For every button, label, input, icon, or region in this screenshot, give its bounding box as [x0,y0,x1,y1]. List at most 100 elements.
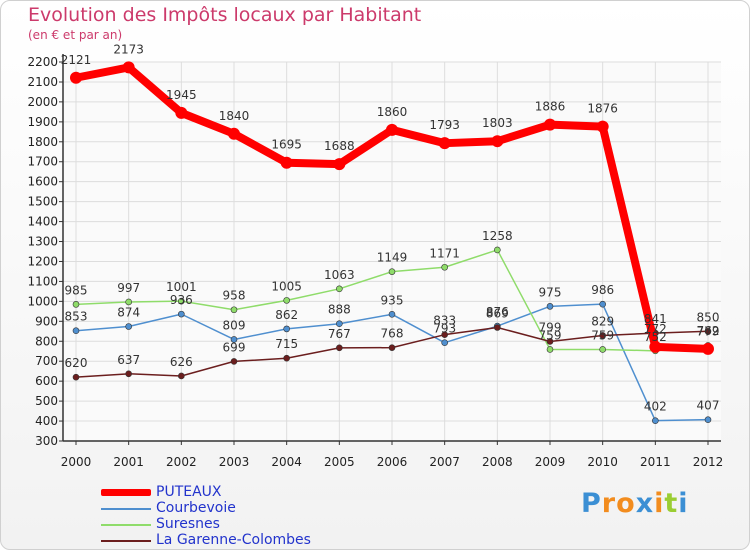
data-label-puteaux: 1793 [429,118,460,132]
data-point-la-garenne-colombes [388,344,396,351]
x-tick-label: 2008 [482,455,513,469]
data-label-suresnes: 1005 [271,279,302,293]
data-label-la-garenne-colombes: 715 [275,337,298,351]
data-label-courbevoie: 793 [433,322,456,336]
data-point-puteaux [702,342,714,355]
logo-letter: P [581,488,602,519]
x-tick-label: 2003 [219,455,250,469]
y-tick-label: 1500 [27,195,58,209]
data-point-suresnes [546,346,554,353]
data-label-suresnes: 1171 [429,246,460,260]
data-label-la-garenne-colombes: 869 [486,306,509,320]
data-label-suresnes: 958 [223,289,246,303]
legend-item-courbevoie: Courbevoie [101,500,401,517]
y-tick-label: 1800 [27,135,58,149]
data-label-puteaux: 1695 [271,138,302,152]
data-point-la-garenne-colombes [494,324,501,331]
data-point-courbevoie [546,303,554,310]
data-label-courbevoie: 407 [697,399,720,413]
data-point-suresnes [494,246,501,254]
data-label-suresnes: 752 [644,330,667,344]
data-point-puteaux [649,340,662,353]
data-label-la-garenne-colombes: 637 [117,353,140,367]
legend-swatch-puteaux [101,489,151,496]
data-label-puteaux: 762 [697,324,720,338]
data-label-suresnes: 1149 [377,251,408,265]
legend-item-suresnes: Suresnes [101,516,401,533]
x-tick-label: 2011 [640,455,671,469]
logo-letter: i [654,488,665,519]
y-tick-label: 1000 [27,294,58,308]
y-tick-label: 1400 [27,215,58,229]
data-label-courbevoie: 888 [328,303,351,317]
data-point-courbevoie [72,327,80,334]
data-label-la-garenne-colombes: 767 [328,327,351,341]
y-tick-label: 900 [35,314,58,328]
data-point-courbevoie [336,320,343,328]
data-label-courbevoie: 876 [486,305,509,319]
y-tick-label: 1100 [27,274,58,288]
data-label-suresnes: 759 [539,328,562,342]
data-point-puteaux [280,156,293,169]
data-label-puteaux: 1803 [482,116,513,130]
data-label-courbevoie: 936 [170,293,193,307]
data-label-courbevoie: 402 [644,400,667,414]
x-tick-label: 2004 [271,455,302,469]
data-label-suresnes: 759 [591,328,614,342]
data-label-puteaux: 772 [644,322,667,336]
data-point-courbevoie [178,310,185,318]
data-label-courbevoie: 874 [117,306,140,320]
data-point-puteaux [386,123,398,136]
data-label-courbevoie: 809 [223,318,246,332]
data-label-puteaux: 1886 [535,100,566,114]
logo-letter: o [616,488,636,519]
data-point-la-garenne-colombes [599,332,606,339]
x-tick-label: 2000 [61,455,92,469]
data-point-la-garenne-colombes [230,358,238,365]
data-label-courbevoie: 986 [591,283,614,297]
data-point-courbevoie [230,336,238,343]
data-point-la-garenne-colombes [125,370,132,378]
data-label-courbevoie: 862 [275,308,298,322]
proxiti-logo: Proxiti [581,488,689,519]
legend-swatch-la-garenne-colombes [101,540,151,542]
data-point-la-garenne-colombes [72,373,80,381]
data-point-puteaux [228,127,240,140]
data-point-puteaux [491,135,504,148]
data-label-la-garenne-colombes: 626 [170,355,193,369]
data-label-la-garenne-colombes: 799 [539,320,562,334]
data-point-suresnes [388,268,396,275]
logo-letter: x [635,488,655,519]
data-point-suresnes [441,263,448,271]
data-point-puteaux [544,118,556,131]
data-point-courbevoie [388,311,396,318]
data-point-courbevoie [599,300,606,308]
data-label-courbevoie: 935 [381,293,404,307]
y-tick-label: 2200 [27,55,58,69]
y-tick-label: 300 [35,434,58,448]
data-label-la-garenne-colombes: 833 [433,314,456,328]
data-label-suresnes: 997 [117,281,140,295]
data-label-puteaux: 1945 [166,88,197,102]
data-point-courbevoie [652,417,659,424]
x-tick-label: 2010 [587,455,618,469]
data-point-courbevoie [441,339,448,346]
data-point-suresnes [72,301,80,308]
data-point-puteaux [70,71,82,84]
data-point-la-garenne-colombes [441,331,448,338]
chart-subtitle: (en € et par an) [28,28,123,42]
legend-item-puteaux: PUTEAUX [101,484,401,501]
data-point-puteaux [596,120,609,133]
data-point-puteaux [122,61,135,74]
data-point-la-garenne-colombes [283,354,290,362]
legend-item-la-garenne-colombes: La Garenne-Colombes [101,532,401,549]
data-label-suresnes: 1063 [324,268,355,282]
data-point-puteaux [333,158,346,171]
data-label-suresnes: 779 [697,324,720,338]
legend-swatch-suresnes [101,524,151,526]
y-tick-label: 1600 [27,175,58,189]
data-label-la-garenne-colombes: 841 [644,312,667,326]
data-label-courbevoie: 853 [65,310,88,324]
